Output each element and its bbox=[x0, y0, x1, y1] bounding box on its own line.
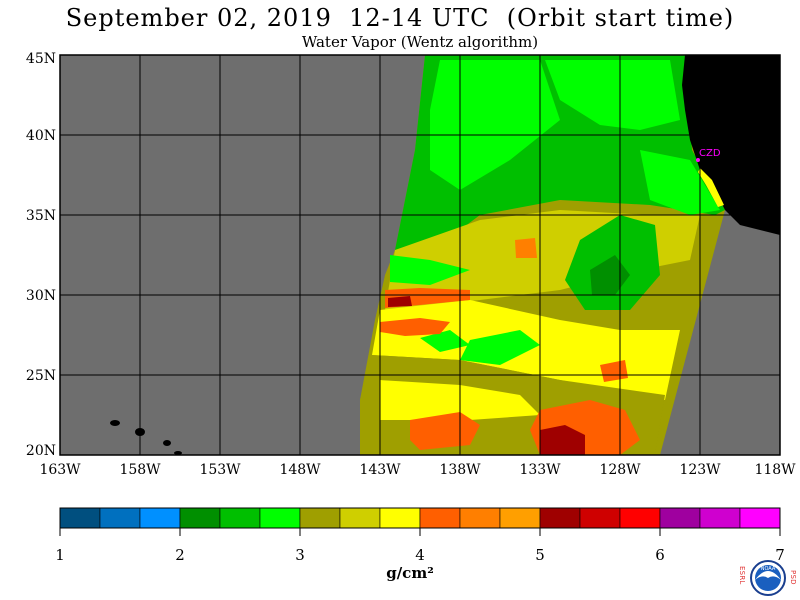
colorbar-label-7: 7 bbox=[775, 546, 785, 564]
swath-orange-21n bbox=[410, 412, 480, 450]
colorbar-swatch-7 bbox=[299, 507, 341, 529]
colorbar-swatch-1 bbox=[59, 507, 101, 529]
colorbar-label-4: 4 bbox=[415, 546, 425, 564]
land-north-america bbox=[682, 55, 780, 235]
lon-label-128w: 128W bbox=[599, 462, 641, 478]
island-3 bbox=[163, 440, 171, 446]
subtitle: Water Vapor (Wentz algorithm) bbox=[301, 33, 539, 51]
colorbar-swatch-17 bbox=[699, 507, 741, 529]
colorbar-swatch-4 bbox=[179, 507, 221, 529]
colorbar-swatch-12 bbox=[499, 507, 541, 529]
colorbar-swatch-16 bbox=[659, 507, 701, 529]
swath-bright-green-nw bbox=[430, 60, 560, 190]
swath-orange-24n bbox=[600, 360, 628, 382]
colorbar-label-6: 6 bbox=[655, 546, 665, 564]
colorbar-swatch-14 bbox=[579, 507, 621, 529]
lon-label-158w: 158W bbox=[119, 462, 161, 478]
lon-label-148w: 148W bbox=[279, 462, 321, 478]
colorbar-swatch-2 bbox=[99, 507, 141, 529]
lat-label-20n: 20N bbox=[25, 443, 56, 459]
colorbar-label-3: 3 bbox=[295, 546, 305, 564]
lat-label-25n: 25N bbox=[25, 368, 56, 384]
colorbar-swatch-15 bbox=[619, 507, 661, 529]
colorbar-swatch-10 bbox=[419, 507, 461, 529]
map-frame bbox=[59, 54, 781, 456]
swath-darkred-south bbox=[540, 425, 585, 455]
logo-center-text: NOAA bbox=[761, 566, 776, 572]
lon-label-123w: 123W bbox=[679, 462, 721, 478]
lat-label-30n: 30N bbox=[25, 288, 56, 304]
colorbar-swatch-18 bbox=[739, 507, 781, 529]
swath-green-streak-1 bbox=[390, 255, 470, 285]
noaa-logo: E S R L NOAA P S D bbox=[738, 560, 797, 596]
logo-right-letters: P S D bbox=[789, 570, 797, 584]
swath-orange-spot-33n bbox=[515, 238, 537, 258]
colorbar-swatch-11 bbox=[459, 507, 501, 529]
swath-layer bbox=[60, 55, 780, 455]
station-marker bbox=[696, 158, 700, 162]
latitude-gridlines bbox=[60, 134, 780, 376]
lon-label-133w: 133W bbox=[519, 462, 561, 478]
colorbar-units: g/cm² bbox=[386, 564, 434, 582]
lon-label-138w: 138W bbox=[439, 462, 481, 478]
lon-label-143w: 143W bbox=[359, 462, 401, 478]
station-label: CZD bbox=[699, 148, 721, 159]
colorbar-swatch-9 bbox=[379, 507, 421, 529]
colorbar-label-1: 1 bbox=[55, 546, 65, 564]
colorbar-swatch-5 bbox=[219, 507, 261, 529]
lat-label-45n: 45N bbox=[25, 51, 56, 67]
colorbar-swatch-8 bbox=[339, 507, 381, 529]
colorbar-swatch-6 bbox=[259, 507, 301, 529]
island-4 bbox=[174, 451, 182, 455]
lon-label-153w: 153W bbox=[199, 462, 241, 478]
colorbar-swatch-13 bbox=[539, 507, 581, 529]
colorbar-swatch-3 bbox=[139, 507, 181, 529]
island-1 bbox=[110, 420, 120, 426]
lon-label-118w: 118W bbox=[754, 462, 796, 478]
swath-orange-28n bbox=[380, 318, 450, 336]
colorbar bbox=[59, 507, 781, 536]
longitude-gridlines bbox=[139, 55, 701, 455]
swath-red-30n bbox=[388, 296, 412, 307]
lat-label-40n: 40N bbox=[25, 128, 56, 144]
swath-green-streak-3 bbox=[420, 330, 470, 352]
swath-green-streak-2 bbox=[460, 330, 540, 365]
logo-left-letters: E S R L bbox=[738, 566, 746, 584]
coastal-sliver bbox=[698, 168, 724, 207]
lon-label-163w: 163W bbox=[39, 462, 81, 478]
lat-label-35n: 35N bbox=[25, 208, 56, 224]
colorbar-label-2: 2 bbox=[175, 546, 185, 564]
colorbar-label-5: 5 bbox=[535, 546, 545, 564]
title: September 02, 2019 12-14 UTC (Orbit star… bbox=[65, 4, 735, 32]
swath-bright-green-ne bbox=[545, 60, 680, 130]
